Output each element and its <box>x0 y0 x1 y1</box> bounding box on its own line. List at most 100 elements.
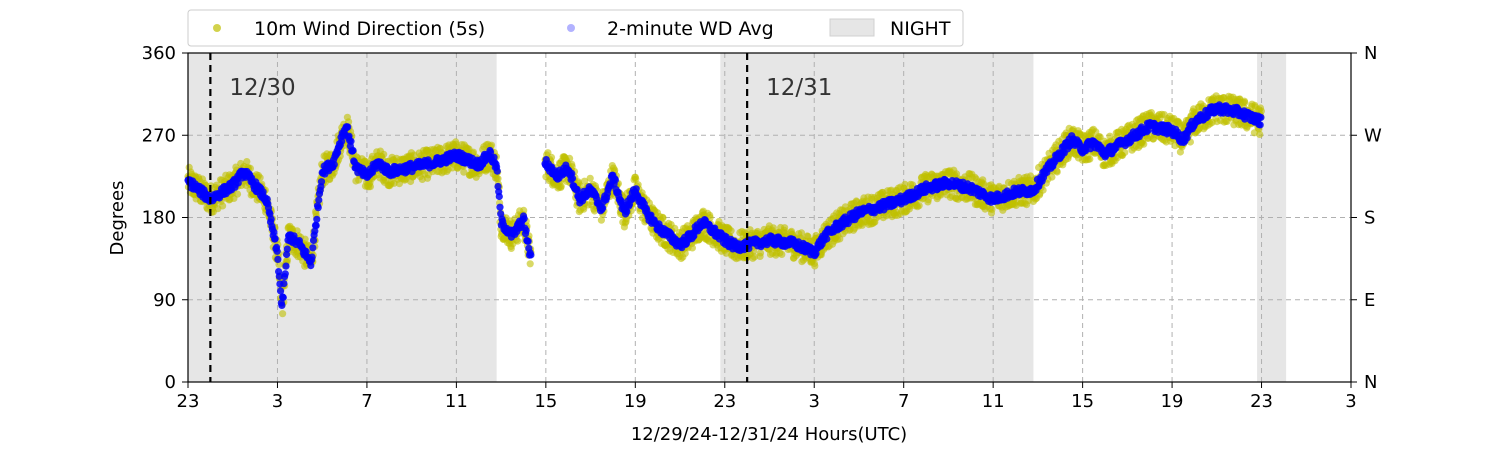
data-point <box>522 226 530 235</box>
data-point <box>219 202 227 210</box>
x-tick-label: 3 <box>272 391 283 412</box>
y-tick-label: 90 <box>153 290 176 311</box>
data-point <box>460 168 468 176</box>
data-point <box>520 215 528 223</box>
data-point <box>496 203 504 211</box>
data-point <box>566 154 574 162</box>
data-point <box>580 205 588 213</box>
data-point <box>312 222 320 230</box>
data-point <box>344 123 352 131</box>
data-point <box>632 185 640 193</box>
x-tick-label: 11 <box>982 391 1005 412</box>
data-point <box>267 215 275 223</box>
legend-marker-wind-direction <box>213 24 221 32</box>
x-tick-label: 19 <box>1161 391 1184 412</box>
data-point <box>330 160 338 169</box>
data-point <box>317 178 326 186</box>
data-point <box>314 204 322 212</box>
data-point <box>280 280 288 288</box>
x-tick-label: 3 <box>809 391 820 412</box>
data-point <box>924 196 932 204</box>
data-point <box>1256 121 1264 129</box>
data-point <box>1147 109 1155 117</box>
data-point <box>769 224 777 232</box>
y-tick-label: 180 <box>142 208 176 229</box>
data-point <box>811 262 819 270</box>
x-tick-label: 23 <box>177 391 200 412</box>
data-point <box>527 251 535 259</box>
legend-label-wind-direction: 10m Wind Direction (5s) <box>254 18 485 40</box>
data-point <box>557 182 565 190</box>
data-point <box>1053 168 1061 176</box>
data-point <box>283 256 291 264</box>
data-point <box>278 301 286 309</box>
legend: 10m Wind Direction (5s) 2-minute WD Avg … <box>187 9 964 47</box>
series-layer <box>184 92 1265 318</box>
data-point <box>597 216 606 224</box>
y-right-tick-label: E <box>1364 290 1375 311</box>
y-tick-label: 0 <box>165 372 176 393</box>
data-point <box>493 167 501 175</box>
y-right-tick-label: N <box>1364 372 1377 393</box>
data-point <box>988 205 996 213</box>
x-tick-label: 23 <box>713 391 736 412</box>
x-tick-label: 19 <box>624 391 647 412</box>
data-point <box>243 158 251 166</box>
data-point <box>681 249 689 257</box>
data-point <box>778 250 786 258</box>
data-point <box>349 146 357 155</box>
y-axis-label: Degrees <box>107 181 128 256</box>
data-point <box>520 206 528 214</box>
data-point <box>308 253 316 261</box>
legend-label-wd-avg: 2-minute WD Avg <box>607 18 774 40</box>
data-point <box>632 175 640 183</box>
grid-layer <box>188 53 1351 382</box>
data-point <box>524 237 532 245</box>
data-point <box>1257 113 1265 121</box>
data-point <box>756 249 765 257</box>
x-tick-label: 11 <box>445 391 468 412</box>
y-tick-label: 360 <box>142 43 176 64</box>
x-tick-label: 7 <box>898 391 909 412</box>
x-tick-label: 23 <box>1250 391 1273 412</box>
data-point <box>526 260 534 268</box>
data-point <box>901 180 909 188</box>
legend-patch-night <box>829 18 875 37</box>
data-point <box>586 174 594 182</box>
data-point <box>1086 155 1094 163</box>
data-point <box>1256 130 1264 138</box>
data-point <box>1048 173 1056 181</box>
data-point <box>347 137 355 145</box>
data-point <box>274 255 282 263</box>
y-right-tick-label: N <box>1364 43 1377 64</box>
data-point <box>659 214 667 222</box>
data-point <box>915 202 923 210</box>
data-point <box>495 192 503 201</box>
data-point <box>823 235 831 243</box>
data-point <box>688 244 697 252</box>
data-point <box>279 310 287 318</box>
data-point <box>270 228 278 236</box>
data-point <box>750 253 759 261</box>
data-point <box>727 227 735 235</box>
data-point <box>271 235 279 243</box>
data-point <box>671 224 679 232</box>
data-point <box>301 235 309 243</box>
data-point <box>281 270 289 278</box>
x-tick-label: 15 <box>1071 391 1094 412</box>
data-point <box>313 215 321 223</box>
x-tick-label: 3 <box>1345 391 1356 412</box>
data-point <box>568 174 577 182</box>
x-tick-label: 7 <box>361 391 372 412</box>
data-point <box>282 262 290 270</box>
y-tick-label: 270 <box>142 125 176 146</box>
data-point <box>514 237 522 245</box>
data-point <box>1121 148 1129 156</box>
data-point <box>1140 140 1148 148</box>
data-point <box>233 190 242 198</box>
x-tick-label: 15 <box>534 391 557 412</box>
y-right-tick-label: W <box>1364 125 1382 146</box>
data-point <box>599 204 607 212</box>
data-point <box>279 293 287 302</box>
